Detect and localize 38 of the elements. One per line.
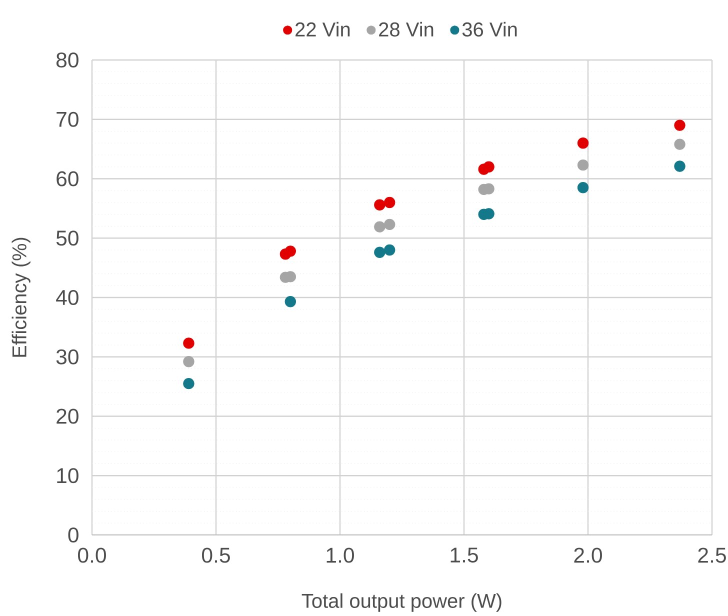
x-tick-label: 2.5	[698, 548, 726, 563]
y-tick-label: 30	[56, 349, 78, 364]
y-tick-label: 0	[68, 527, 78, 543]
point	[674, 138, 686, 150]
legend-label: 28 Vin	[379, 22, 434, 37]
x-tick-label: 0.5	[202, 548, 230, 563]
point	[284, 296, 296, 308]
y-tick-label: 40	[56, 290, 78, 306]
point	[374, 221, 386, 232]
y-tick-label: 60	[56, 171, 78, 186]
point	[183, 356, 194, 368]
point	[284, 246, 296, 257]
legend-label: 36 Vin	[462, 22, 517, 37]
y-tick-label: 50	[56, 230, 78, 246]
point	[674, 160, 686, 172]
y-tick-label: 20	[56, 408, 78, 424]
point	[384, 218, 396, 230]
point	[384, 196, 396, 208]
point	[183, 378, 194, 390]
x-axis-title: Total output power (W)	[302, 593, 502, 612]
point	[674, 120, 686, 131]
y-tick-label: 10	[57, 468, 78, 484]
y-axis-title: Efficiency (%)	[12, 238, 30, 357]
legend-label: 22 Vin	[296, 22, 350, 36]
x-tick-label: 1.5	[450, 548, 478, 563]
x-tick-label: 0.0	[78, 548, 106, 563]
point	[483, 161, 494, 172]
point	[374, 246, 386, 258]
y-tick-label: 80	[56, 52, 78, 68]
x-tick-label: 1.0	[326, 548, 354, 563]
point	[577, 182, 589, 194]
point	[577, 159, 589, 171]
point	[183, 338, 194, 349]
y-tick-label: 70	[56, 112, 78, 127]
point	[374, 199, 386, 210]
point	[384, 244, 396, 256]
x-tick-label: 2.0	[574, 548, 602, 563]
point	[577, 138, 589, 149]
